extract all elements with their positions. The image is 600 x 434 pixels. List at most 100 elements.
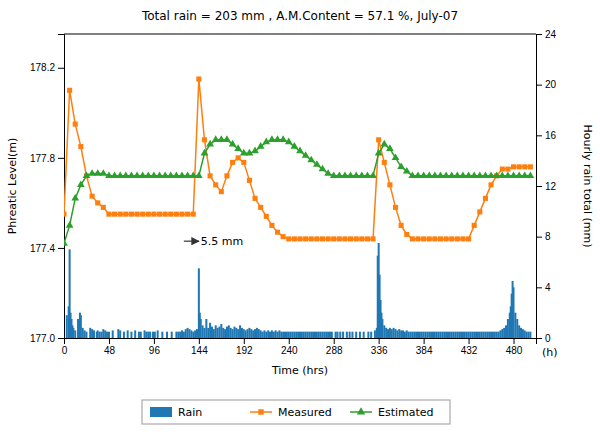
tick-mark [424,338,425,344]
tick-mark [58,248,64,249]
bar [503,328,505,338]
point [427,236,432,241]
bar [398,329,400,338]
bar [400,330,402,338]
point [397,162,405,169]
bar [355,332,357,338]
bar [380,300,382,338]
bar [71,325,73,338]
point [309,236,314,241]
bar [380,313,382,338]
point [213,182,218,187]
point [219,189,224,194]
bar [106,332,108,338]
bar [430,332,432,338]
series-line [64,135,534,245]
point [95,200,100,205]
point [99,169,107,176]
bar [335,332,337,338]
bar [171,332,173,338]
bar [468,332,470,338]
point [517,164,522,169]
point [73,122,78,127]
bar [367,332,369,338]
bar [222,328,224,338]
bar [226,327,228,338]
point [365,236,370,241]
tick-label: 16 [545,130,557,141]
point [370,236,375,241]
tick-label: 288 [326,345,343,356]
point [252,196,257,201]
tick: 384 [416,338,433,356]
bar [426,332,428,338]
tick-label: 144 [191,345,208,356]
line [64,140,530,244]
bar [453,332,455,338]
bar [290,332,292,338]
point [386,144,394,151]
bar [127,330,129,338]
bar [490,332,492,338]
tick-label: 0 [545,333,551,344]
tick-label: 177.8 [30,153,55,164]
point [77,180,85,187]
tick-label: 20 [545,79,557,90]
bar [247,329,249,338]
bar [460,332,462,338]
bar [477,332,479,338]
point [258,205,263,210]
bar [423,332,425,338]
point [314,236,319,241]
bar [336,332,338,338]
point [146,212,151,217]
tick: 4 [536,282,551,293]
point [140,212,145,217]
bar [157,330,159,338]
tick-mark [58,338,64,339]
point [421,236,426,241]
tick-label: 8 [545,231,551,242]
point [455,236,460,241]
bar [79,313,81,338]
point [342,236,347,241]
bar [483,332,485,338]
bar [147,332,149,338]
bar [381,319,383,338]
bar [513,287,515,338]
bar [518,325,520,338]
axis-line [65,339,537,345]
point [64,239,68,246]
bar [301,332,303,338]
legend-label: Rain [178,406,202,419]
bar [449,332,451,338]
tick-mark [536,34,542,35]
bar [188,329,190,338]
bar [445,332,447,338]
bar [310,332,312,338]
bar [69,249,71,338]
bar [140,332,142,338]
point [101,205,106,210]
bar [329,332,331,338]
point [195,171,203,178]
point [297,236,302,241]
bar [295,332,297,338]
bar [441,332,443,338]
point [64,212,67,217]
tick-label: 177.4 [30,243,55,254]
bar [318,332,320,338]
point [382,160,387,165]
point [168,212,173,217]
legend-item: Measured [250,406,332,419]
bar [258,329,260,338]
point [359,236,364,241]
bar [72,328,74,338]
bar [202,325,204,338]
bar [505,325,507,338]
bar [370,332,372,338]
bar [269,332,271,338]
bar [406,330,408,338]
bar [256,328,258,338]
point [432,236,437,241]
